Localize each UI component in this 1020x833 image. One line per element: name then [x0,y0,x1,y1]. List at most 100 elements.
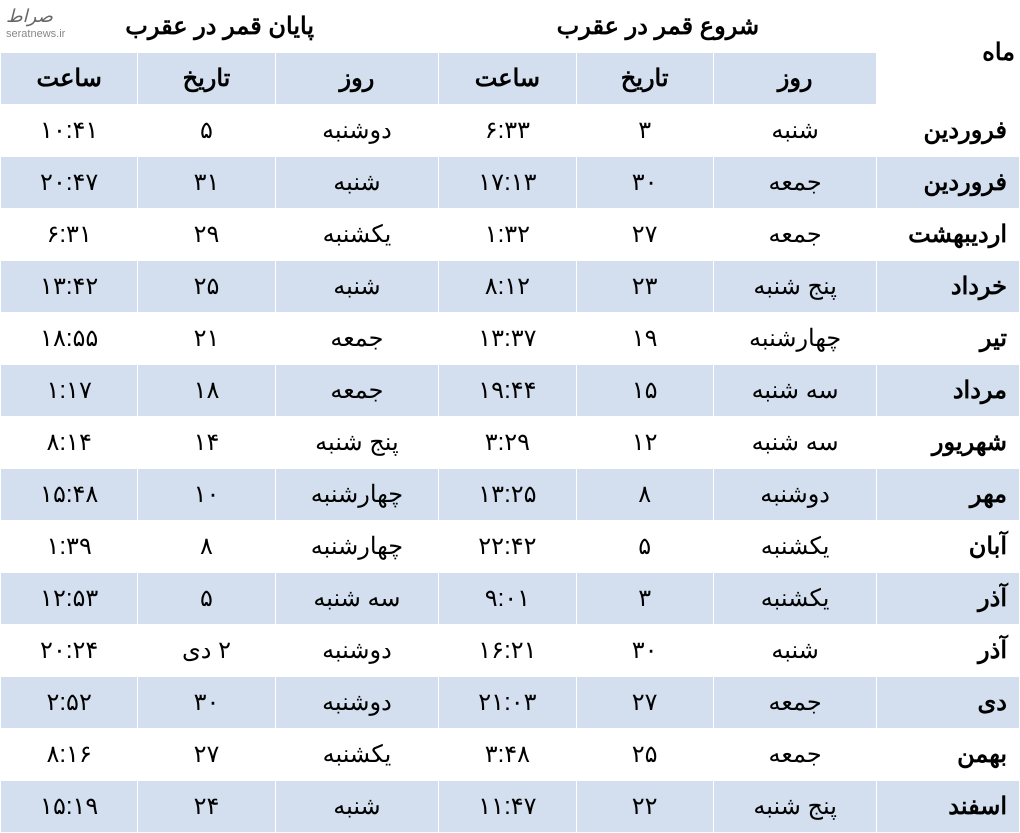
table-row: خردادپنج شنبه۲۳۸:۱۲شنبه۲۵۱۳:۴۲ [1,261,1020,313]
cell-end-day: شنبه [275,781,439,833]
cell-month: آذر [877,625,1020,677]
cell-start-time: ۱۳:۳۷ [439,313,576,365]
header-start-date: تاریخ [576,53,713,105]
cell-month: فروردین [877,157,1020,209]
cell-month: مهر [877,469,1020,521]
cell-end-day: دوشنبه [275,105,439,157]
cell-start-date: ۳۰ [576,625,713,677]
cell-month: آذر [877,573,1020,625]
header-month: ماه [877,1,1020,105]
cell-end-day: دوشنبه [275,677,439,729]
cell-end-time: ۱۸:۵۵ [1,313,138,365]
cell-start-time: ۲۲:۴۲ [439,521,576,573]
cell-end-time: ۱۲:۵۳ [1,573,138,625]
cell-end-day: سه شنبه [275,573,439,625]
cell-start-day: چهارشنبه [713,313,877,365]
cell-end-time: ۱:۱۷ [1,365,138,417]
table-row: شهریورسه شنبه۱۲۳:۲۹پنج شنبه۱۴۸:۱۴ [1,417,1020,469]
cell-end-day: جمعه [275,365,439,417]
cell-end-day: پنج شنبه [275,417,439,469]
cell-start-time: ۳:۲۹ [439,417,576,469]
cell-start-time: ۸:۱۲ [439,261,576,313]
header-end-date: تاریخ [138,53,275,105]
cell-end-date: ۲۹ [138,209,275,261]
cell-end-time: ۱۰:۴۱ [1,105,138,157]
table-row: آذرشنبه۳۰۱۶:۲۱دوشنبه۲ دی۲۰:۲۴ [1,625,1020,677]
table-row: اردیبهشتجمعه۲۷۱:۳۲یکشنبه۲۹۶:۳۱ [1,209,1020,261]
cell-end-date: ۱۸ [138,365,275,417]
cell-start-time: ۱۳:۲۵ [439,469,576,521]
cell-start-time: ۱:۳۲ [439,209,576,261]
cell-end-day: یکشنبه [275,209,439,261]
header-row-2: روز تاریخ ساعت روز تاریخ ساعت [1,53,1020,105]
cell-end-time: ۲۰:۴۷ [1,157,138,209]
cell-end-time: ۱۳:۴۲ [1,261,138,313]
cell-start-date: ۲۳ [576,261,713,313]
table-body: فروردینشنبه۳۶:۳۳دوشنبه۵۱۰:۴۱فروردینجمعه۳… [1,105,1020,833]
cell-start-time: ۱۹:۴۴ [439,365,576,417]
cell-start-day: سه شنبه [713,417,877,469]
cell-end-time: ۶:۳۱ [1,209,138,261]
cell-end-date: ۲۷ [138,729,275,781]
cell-start-time: ۲۱:۰۳ [439,677,576,729]
cell-start-day: سه شنبه [713,365,877,417]
table-row: اسفندپنج شنبه۲۲۱۱:۴۷شنبه۲۴۱۵:۱۹ [1,781,1020,833]
cell-end-date: ۱۰ [138,469,275,521]
cell-start-day: جمعه [713,729,877,781]
cell-start-time: ۹:۰۱ [439,573,576,625]
cell-end-date: ۲۱ [138,313,275,365]
cell-start-date: ۳ [576,105,713,157]
header-end-day: روز [275,53,439,105]
cell-month: مرداد [877,365,1020,417]
cell-end-day: چهارشنبه [275,469,439,521]
cell-end-date: ۲ دی [138,625,275,677]
cell-end-date: ۸ [138,521,275,573]
cell-end-day: جمعه [275,313,439,365]
cell-end-time: ۸:۱۴ [1,417,138,469]
cell-month: آبان [877,521,1020,573]
cell-start-day: پنج شنبه [713,781,877,833]
cell-start-date: ۱۹ [576,313,713,365]
cell-month: تیر [877,313,1020,365]
cell-end-date: ۲۵ [138,261,275,313]
header-row-1: ماه شروع قمر در عقرب پایان قمر در عقرب [1,1,1020,53]
cell-start-date: ۲۷ [576,677,713,729]
watermark-sub: seratnews.ir [6,28,65,40]
cell-start-time: ۶:۳۳ [439,105,576,157]
cell-start-time: ۱۷:۱۳ [439,157,576,209]
cell-month: فروردین [877,105,1020,157]
moon-scorpio-table: ماه شروع قمر در عقرب پایان قمر در عقرب ر… [0,0,1020,833]
cell-start-time: ۱۱:۴۷ [439,781,576,833]
cell-start-date: ۲۵ [576,729,713,781]
cell-end-date: ۳۱ [138,157,275,209]
table-row: آذریکشنبه۳۹:۰۱سه شنبه۵۱۲:۵۳ [1,573,1020,625]
cell-start-day: یکشنبه [713,521,877,573]
cell-start-date: ۱۵ [576,365,713,417]
cell-start-date: ۵ [576,521,713,573]
cell-month: بهمن [877,729,1020,781]
cell-start-day: شنبه [713,105,877,157]
cell-start-day: پنج شنبه [713,261,877,313]
cell-month: شهریور [877,417,1020,469]
cell-end-date: ۲۴ [138,781,275,833]
cell-start-date: ۳۰ [576,157,713,209]
table-row: تیرچهارشنبه۱۹۱۳:۳۷جمعه۲۱۱۸:۵۵ [1,313,1020,365]
header-end-time: ساعت [1,53,138,105]
cell-start-day: جمعه [713,157,877,209]
table-row: آبانیکشنبه۵۲۲:۴۲چهارشنبه۸۱:۳۹ [1,521,1020,573]
cell-end-day: شنبه [275,157,439,209]
cell-end-day: دوشنبه [275,625,439,677]
cell-start-day: شنبه [713,625,877,677]
cell-end-time: ۸:۱۶ [1,729,138,781]
cell-end-time: ۱۵:۱۹ [1,781,138,833]
cell-month: اسفند [877,781,1020,833]
table-row: فروردینجمعه۳۰۱۷:۱۳شنبه۳۱۲۰:۴۷ [1,157,1020,209]
header-end: پایان قمر در عقرب [1,1,439,53]
cell-end-time: ۱۵:۴۸ [1,469,138,521]
cell-month: اردیبهشت [877,209,1020,261]
cell-start-time: ۳:۴۸ [439,729,576,781]
cell-month: دی [877,677,1020,729]
header-start-day: روز [713,53,877,105]
cell-start-day: جمعه [713,209,877,261]
cell-start-day: جمعه [713,677,877,729]
